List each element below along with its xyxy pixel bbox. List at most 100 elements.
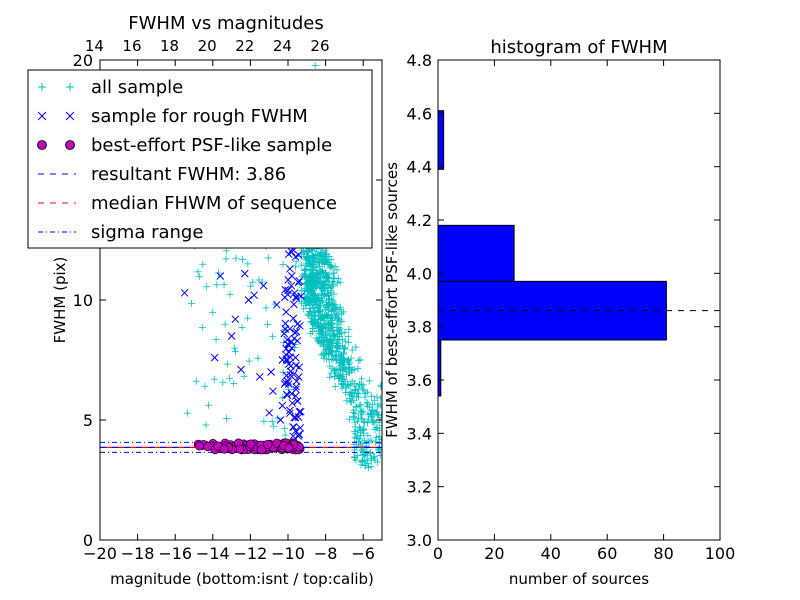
all-sample-point (352, 402, 360, 410)
rough-sample-point (289, 432, 297, 441)
all-sample-point (240, 372, 248, 380)
all-sample-point (313, 279, 321, 287)
rough-sample-point (269, 387, 277, 396)
psf-sample-point (256, 445, 266, 455)
rough-sample-point (295, 430, 303, 439)
all-sample-point (377, 394, 382, 402)
all-sample-point (356, 435, 364, 443)
rough-sample-point (292, 361, 300, 370)
all-sample-point (255, 276, 263, 284)
all-sample-point (346, 363, 354, 371)
top-x-tick-label: 26 (310, 37, 329, 55)
all-sample-point (350, 414, 358, 422)
all-sample-point (307, 271, 315, 279)
all-sample-point (308, 252, 316, 260)
all-sample-point (373, 409, 381, 417)
all-sample-point (356, 401, 364, 409)
rough-sample-point (297, 292, 305, 300)
all-sample-point (199, 260, 207, 268)
y-tick-label: 4.8 (407, 51, 432, 70)
y-tick-label: 4.4 (407, 158, 432, 177)
psf-sample-point (194, 441, 204, 451)
rough-sample-point (290, 300, 298, 309)
all-sample-point (198, 323, 206, 331)
rough-sample-point (237, 365, 245, 374)
left-y-axis-label: FWHM (pix) (51, 257, 69, 344)
rough-sample-point (285, 348, 293, 357)
all-sample-point (359, 385, 367, 393)
left-x-axis: −20 −18 −16 −14 −12 −10 −8 −6 (83, 60, 375, 563)
all-sample-point (333, 279, 341, 287)
all-sample-point (376, 444, 382, 452)
all-sample-point (319, 256, 327, 264)
all-sample-point (320, 303, 328, 311)
all-sample-point (192, 377, 200, 385)
all-sample-point (260, 417, 268, 425)
rough-sample-point (227, 332, 236, 340)
all-sample-point (344, 333, 352, 341)
all-sample-point (210, 375, 218, 383)
rough-sample-point (231, 315, 240, 324)
rough-sample-point (296, 423, 305, 432)
all-sample-point (202, 421, 210, 429)
all-sample-point (346, 381, 354, 389)
all-sample-point (320, 355, 328, 363)
all-sample-point (332, 354, 340, 362)
all-sample-point (348, 346, 356, 354)
legend-label: sample for rough FWHM (91, 106, 308, 127)
rough-sample-point (284, 377, 292, 386)
all-sample-point (341, 328, 349, 336)
rough-sample-point (259, 281, 268, 290)
all-sample-point (297, 261, 305, 269)
rough-sample-point (282, 355, 291, 363)
all-sample-point (358, 375, 366, 383)
all-sample-point (226, 374, 234, 382)
rough-sample-point (281, 325, 290, 334)
all-sample-point (376, 401, 382, 409)
right-chart-title: histogram of FWHM (490, 37, 667, 58)
all-sample-point (306, 259, 314, 267)
y-tick-label: 10 (73, 291, 93, 310)
all-sample-point (352, 434, 360, 442)
all-sample-point (327, 338, 335, 346)
all-sample-point (367, 456, 375, 464)
y-tick-label: 3.6 (407, 371, 432, 390)
all-sample-point (311, 291, 319, 299)
rough-sample-point (294, 278, 303, 287)
all-sample-point (313, 321, 321, 329)
all-sample-point (279, 261, 287, 269)
all-sample-point (329, 278, 337, 286)
all-sample-point (328, 319, 336, 327)
all-sample-point (331, 382, 339, 390)
right-y-axis: 3.0 3.2 3.4 3.6 3.8 4.0 4.2 4.4 4.6 4.8 (407, 51, 720, 550)
legend-marker-circle (65, 140, 75, 150)
all-sample-point (315, 307, 323, 315)
all-sample-point (352, 343, 360, 351)
all-sample-point (354, 417, 362, 425)
right-x-axis-label: number of sources (509, 570, 649, 588)
right-x-axis: 0 20 40 60 80 100 (433, 60, 735, 563)
all-sample-point (337, 361, 345, 369)
all-sample-point (281, 424, 289, 432)
all-sample-point (307, 330, 315, 338)
rough-sample-point (281, 319, 290, 328)
x-tick-label: −14 (196, 544, 230, 563)
y-tick-label: 3.2 (407, 478, 432, 497)
all-sample-point (365, 377, 373, 385)
all-sample-point (245, 357, 253, 365)
all-sample-point (201, 382, 209, 390)
legend-label: median FHWM of sequence (91, 193, 337, 214)
legend: all sample sample for rough FWHM best-ef… (27, 69, 373, 249)
all-sample-point (351, 386, 359, 394)
top-x-tick-label: 14 (85, 37, 104, 55)
all-sample-point (314, 337, 322, 345)
rough-sample-point (286, 264, 294, 273)
x-tick-label: 80 (653, 544, 673, 563)
rough-sample-point (288, 399, 297, 407)
all-sample-point (354, 364, 362, 372)
rough-sample-point (250, 291, 259, 300)
rough-sample-point (296, 407, 305, 416)
all-sample-point (373, 424, 381, 432)
all-sample-point (329, 297, 337, 305)
all-sample-point (374, 458, 382, 466)
